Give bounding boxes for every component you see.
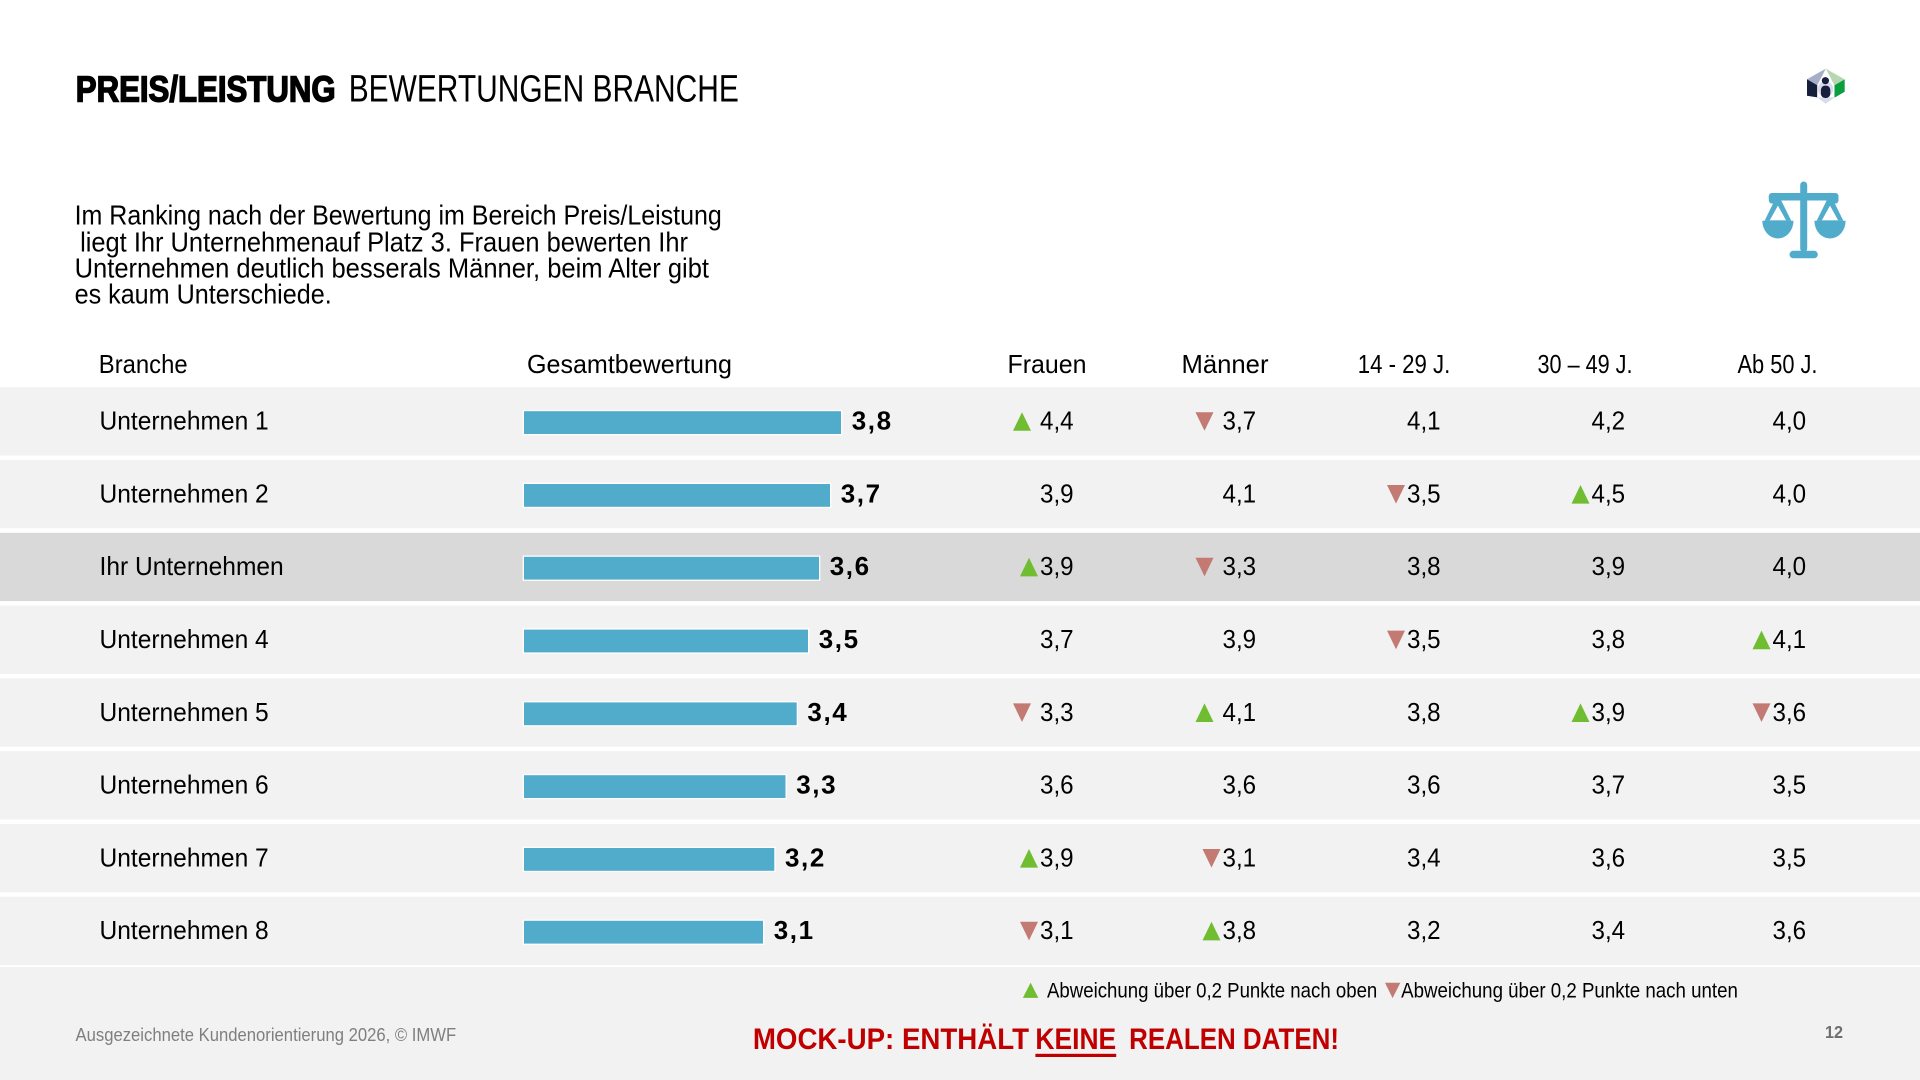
svg-text:Unternehmen 8: Unternehmen 8 <box>100 915 269 945</box>
svg-text:3,7: 3,7 <box>841 478 882 508</box>
svg-text:3,7: 3,7 <box>1223 406 1257 436</box>
svg-text:BEWERTUNGEN BRANCHE: BEWERTUNGEN BRANCHE <box>349 68 739 110</box>
svg-text:14 - 29 J.: 14 - 29 J. <box>1358 349 1451 379</box>
svg-text:Unternehmen deutlich besserals: Unternehmen deutlich besserals Männer, b… <box>75 253 710 284</box>
svg-text:3,7: 3,7 <box>1592 770 1626 800</box>
svg-text:30 – 49 J.: 30 – 49 J. <box>1538 349 1633 379</box>
svg-text:3,8: 3,8 <box>1407 551 1441 581</box>
svg-text:Ausgezeichnete Kundenorientier: Ausgezeichnete Kundenorientierung 2026, … <box>76 1024 457 1045</box>
svg-text:3,8: 3,8 <box>852 406 893 436</box>
svg-text:3,5: 3,5 <box>1407 624 1441 654</box>
svg-text:Abweichung über 0,2 Punkte nac: Abweichung über 0,2 Punkte nach oben <box>1047 980 1377 1003</box>
svg-text:3,5: 3,5 <box>819 624 860 654</box>
svg-text:4,0: 4,0 <box>1773 478 1807 508</box>
svg-text:3,3: 3,3 <box>1040 697 1074 727</box>
svg-text:3,6: 3,6 <box>1223 770 1257 800</box>
svg-text:3,4: 3,4 <box>807 697 848 727</box>
svg-text:12: 12 <box>1825 1022 1843 1042</box>
svg-text:4,1: 4,1 <box>1223 697 1257 727</box>
svg-text:liegt Ihr Unternehmenauf Platz: liegt Ihr Unternehmenauf Platz 3. Frauen… <box>80 226 688 257</box>
svg-text:3,5: 3,5 <box>1773 770 1807 800</box>
svg-text:3,8: 3,8 <box>1223 915 1257 945</box>
svg-text:Ihr Unternehmen: Ihr Unternehmen <box>100 551 284 581</box>
svg-text:4,1: 4,1 <box>1773 624 1807 654</box>
svg-text:3,6: 3,6 <box>1773 697 1807 727</box>
svg-text:KEINE: KEINE <box>1035 1023 1116 1056</box>
svg-text:Unternehmen 1: Unternehmen 1 <box>100 406 269 436</box>
svg-text:REALEN DATEN!: REALEN DATEN! <box>1129 1023 1339 1056</box>
svg-text:3,9: 3,9 <box>1592 697 1626 727</box>
svg-text:Branche: Branche <box>99 349 188 379</box>
svg-text:4,2: 4,2 <box>1592 406 1626 436</box>
svg-text:3,2: 3,2 <box>785 842 826 872</box>
svg-text:3,6: 3,6 <box>830 551 871 581</box>
svg-text:3,6: 3,6 <box>1773 915 1807 945</box>
svg-text:3,7: 3,7 <box>1040 624 1074 654</box>
svg-text:3,1: 3,1 <box>774 915 815 945</box>
svg-text:Unternehmen 5: Unternehmen 5 <box>100 697 269 727</box>
svg-text:3,1: 3,1 <box>1223 842 1257 872</box>
svg-text:Im Ranking nach der Bewertung: Im Ranking nach der Bewertung im Bereich… <box>75 200 722 231</box>
svg-text:3,8: 3,8 <box>1592 624 1626 654</box>
svg-text:4,0: 4,0 <box>1773 406 1807 436</box>
svg-text:Unternehmen 6: Unternehmen 6 <box>100 770 269 800</box>
svg-text:3,6: 3,6 <box>1592 842 1626 872</box>
svg-text:3,2: 3,2 <box>1407 915 1441 945</box>
svg-text:Unternehmen 7: Unternehmen 7 <box>100 842 269 872</box>
svg-text:es kaum Unterschiede.: es kaum Unterschiede. <box>75 279 332 310</box>
svg-text:Ab 50 J.: Ab 50 J. <box>1738 349 1818 379</box>
svg-text:3,9: 3,9 <box>1040 842 1074 872</box>
svg-text:3,4: 3,4 <box>1407 842 1441 872</box>
svg-text:Gesamtbewertung: Gesamtbewertung <box>527 349 732 379</box>
svg-text:3,5: 3,5 <box>1773 842 1807 872</box>
svg-text:3,9: 3,9 <box>1040 478 1074 508</box>
svg-text:3,6: 3,6 <box>1407 770 1441 800</box>
svg-text:Unternehmen 2: Unternehmen 2 <box>100 478 269 508</box>
svg-text:3,9: 3,9 <box>1040 551 1074 581</box>
svg-text:4,4: 4,4 <box>1040 406 1074 436</box>
svg-text:PREIS/LEISTUNG: PREIS/LEISTUNG <box>76 68 336 109</box>
svg-text:3,3: 3,3 <box>1223 551 1257 581</box>
svg-text:3,1: 3,1 <box>1040 915 1074 945</box>
svg-text:4,5: 4,5 <box>1592 478 1626 508</box>
svg-text:3,8: 3,8 <box>1407 697 1441 727</box>
svg-text:3,4: 3,4 <box>1592 915 1626 945</box>
svg-text:4,1: 4,1 <box>1223 478 1257 508</box>
svg-text:Unternehmen 4: Unternehmen 4 <box>100 624 269 654</box>
svg-text:4,1: 4,1 <box>1407 406 1441 436</box>
svg-text:Männer: Männer <box>1182 349 1269 379</box>
svg-text:3,9: 3,9 <box>1592 551 1626 581</box>
svg-text:3,9: 3,9 <box>1223 624 1257 654</box>
svg-text:4,0: 4,0 <box>1773 551 1807 581</box>
svg-text:MOCK-UP: ENTHÄLT: MOCK-UP: ENTHÄLT <box>753 1023 1029 1056</box>
svg-text:Frauen: Frauen <box>1008 349 1087 379</box>
svg-text:Abweichung über 0,2 Punkte nac: Abweichung über 0,2 Punkte nach unten <box>1401 980 1738 1003</box>
svg-text:3,3: 3,3 <box>796 770 837 800</box>
svg-text:3,5: 3,5 <box>1407 478 1441 508</box>
svg-text:3,6: 3,6 <box>1040 770 1074 800</box>
